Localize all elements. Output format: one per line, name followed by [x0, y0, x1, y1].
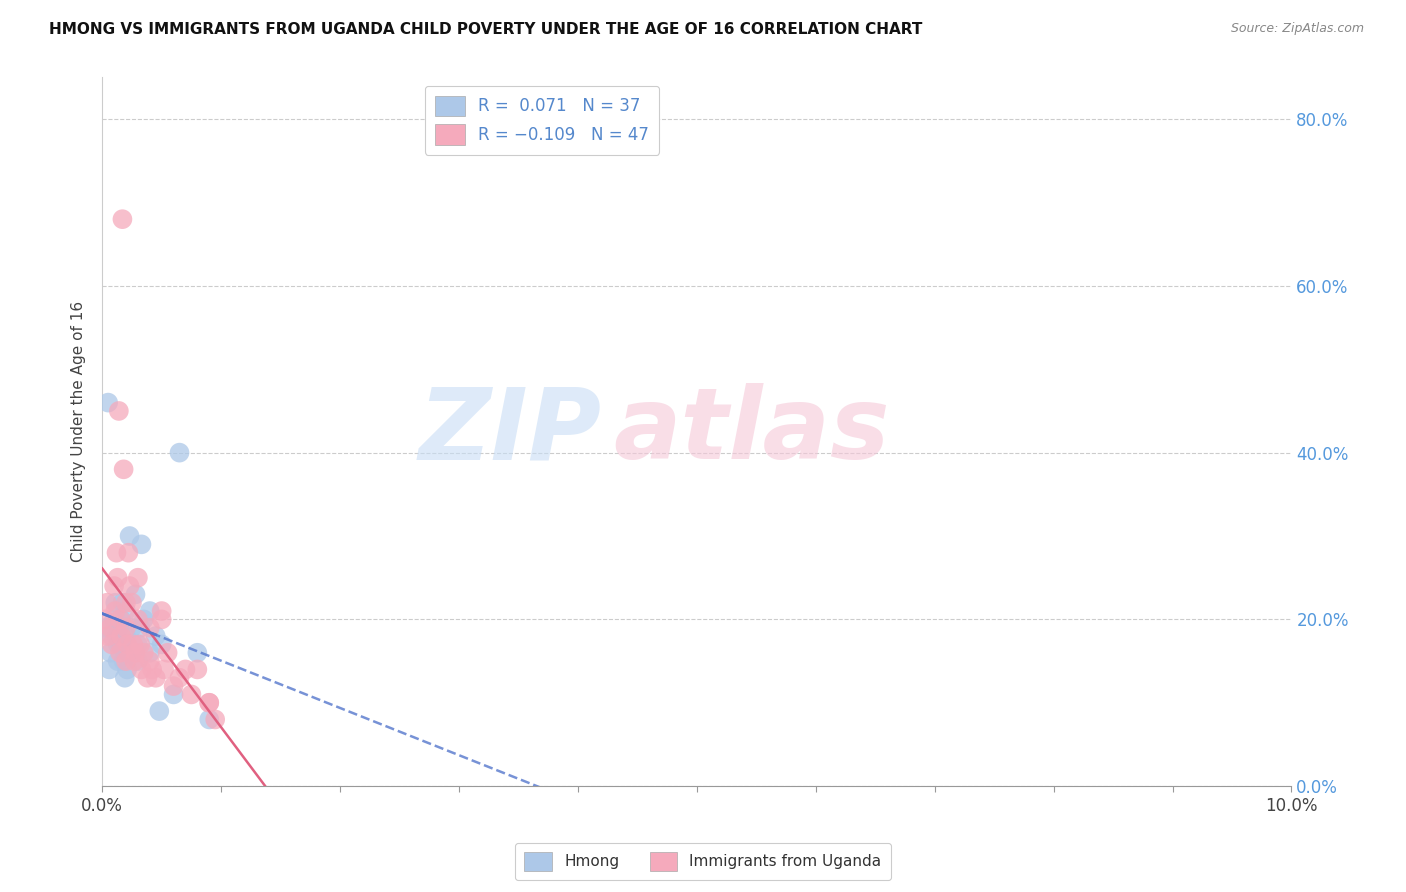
- Point: [100, 629, 122, 643]
- Point: [105, 546, 128, 560]
- Text: HMONG VS IMMIGRANTS FROM UGANDA CHILD POVERTY UNDER THE AGE OF 16 CORRELATION CH: HMONG VS IMMIGRANTS FROM UGANDA CHILD PO…: [49, 22, 922, 37]
- Point: [108, 646, 131, 660]
- Point: [107, 571, 129, 585]
- Y-axis label: Child Poverty Under the Age of 16: Child Poverty Under the Age of 16: [72, 301, 86, 562]
- Legend: R =  0.071   N = 37, R = −0.109   N = 47: R = 0.071 N = 37, R = −0.109 N = 47: [425, 86, 659, 155]
- Point: [115, 637, 138, 651]
- Text: Source: ZipAtlas.com: Source: ZipAtlas.com: [1230, 22, 1364, 36]
- Point: [117, 546, 139, 560]
- Point: [198, 713, 221, 727]
- Point: [107, 637, 129, 651]
- Point: [110, 612, 132, 626]
- Legend: Hmong, Immigrants from Uganda: Hmong, Immigrants from Uganda: [515, 843, 891, 880]
- Point: [111, 212, 134, 227]
- Point: [104, 596, 127, 610]
- Point: [118, 579, 141, 593]
- Point: [180, 688, 202, 702]
- Point: [150, 612, 173, 626]
- Text: ZIP: ZIP: [419, 384, 602, 480]
- Point: [136, 671, 159, 685]
- Point: [198, 696, 221, 710]
- Point: [96, 596, 118, 610]
- Point: [115, 629, 138, 643]
- Point: [204, 713, 226, 727]
- Point: [129, 637, 152, 651]
- Point: [115, 604, 138, 618]
- Point: [124, 654, 146, 668]
- Point: [127, 654, 149, 668]
- Point: [115, 596, 138, 610]
- Point: [103, 612, 125, 626]
- Point: [127, 571, 149, 585]
- Point: [132, 612, 155, 626]
- Point: [127, 637, 149, 651]
- Point: [174, 662, 197, 676]
- Point: [112, 654, 135, 668]
- Point: [110, 629, 132, 643]
- Point: [107, 654, 129, 668]
- Point: [115, 654, 138, 668]
- Point: [108, 621, 131, 635]
- Point: [169, 445, 191, 459]
- Point: [139, 646, 162, 660]
- Point: [108, 637, 131, 651]
- Point: [162, 679, 184, 693]
- Point: [198, 696, 221, 710]
- Point: [115, 662, 138, 676]
- Point: [150, 637, 173, 651]
- Point: [148, 704, 170, 718]
- Point: [131, 537, 153, 551]
- Point: [104, 604, 127, 618]
- Point: [150, 604, 173, 618]
- Point: [153, 662, 176, 676]
- Point: [162, 688, 184, 702]
- Point: [114, 671, 136, 685]
- Point: [121, 596, 143, 610]
- Point: [139, 604, 162, 618]
- Point: [108, 612, 131, 626]
- Point: [105, 629, 128, 643]
- Point: [127, 612, 149, 626]
- Point: [145, 629, 167, 643]
- Point: [131, 662, 153, 676]
- Point: [100, 637, 122, 651]
- Point: [115, 621, 138, 635]
- Point: [112, 462, 135, 476]
- Point: [156, 646, 179, 660]
- Point: [93, 612, 115, 626]
- Point: [124, 587, 146, 601]
- Point: [141, 662, 163, 676]
- Point: [103, 579, 125, 593]
- Point: [122, 637, 145, 651]
- Point: [100, 646, 122, 660]
- Point: [94, 621, 117, 635]
- Point: [139, 654, 162, 668]
- Point: [186, 646, 208, 660]
- Point: [129, 621, 152, 635]
- Point: [117, 646, 139, 660]
- Point: [145, 671, 167, 685]
- Point: [111, 596, 134, 610]
- Point: [186, 662, 208, 676]
- Point: [169, 671, 191, 685]
- Point: [121, 621, 143, 635]
- Point: [139, 621, 162, 635]
- Point: [108, 404, 131, 418]
- Point: [100, 621, 122, 635]
- Point: [118, 529, 141, 543]
- Point: [97, 395, 120, 409]
- Point: [97, 629, 120, 643]
- Point: [132, 646, 155, 660]
- Text: atlas: atlas: [613, 384, 890, 480]
- Point: [98, 662, 121, 676]
- Point: [124, 646, 146, 660]
